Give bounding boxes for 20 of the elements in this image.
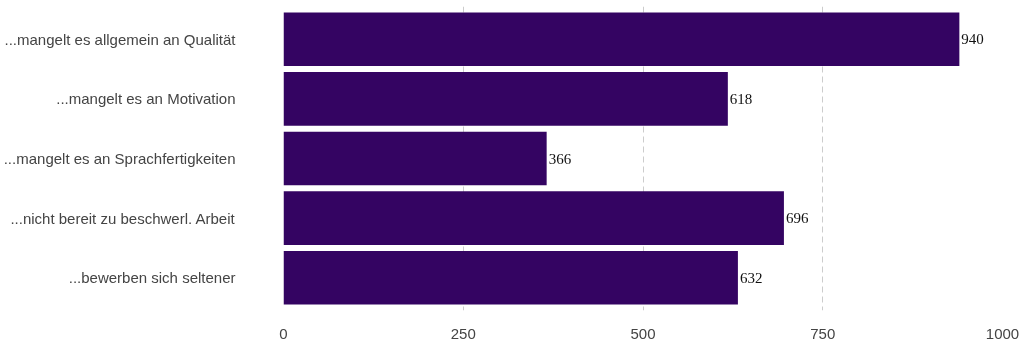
- data-label: 940: [961, 31, 984, 48]
- y-tick-label: ...mangelt es an Sprachfertigkeiten: [3, 150, 236, 167]
- bar: [283, 131, 547, 186]
- data-label: 366: [548, 150, 572, 167]
- y-tick-label: ...nicht bereit zu beschwerl. Arbeit: [10, 209, 236, 227]
- bar: [283, 191, 784, 245]
- x-tick-label: 1000: [985, 324, 1020, 341]
- bar: [283, 12, 960, 67]
- y-tick-label: ...mangelt es allgemein an Qualität: [4, 30, 237, 48]
- data-label: 618: [729, 90, 753, 107]
- data-label: 632: [739, 269, 763, 286]
- y-tick-label: ...mangelt es an Motivation: [56, 90, 236, 108]
- x-tick-label: 500: [630, 324, 656, 341]
- y-tick-label: ...bewerben sich seltener: [68, 269, 236, 287]
- bar: [283, 250, 738, 305]
- x-tick-label: 250: [450, 324, 476, 341]
- bar: [283, 72, 728, 126]
- x-tick-label: 0: [279, 324, 288, 341]
- x-tick-label: 750: [810, 324, 836, 341]
- data-label: 696: [785, 210, 809, 227]
